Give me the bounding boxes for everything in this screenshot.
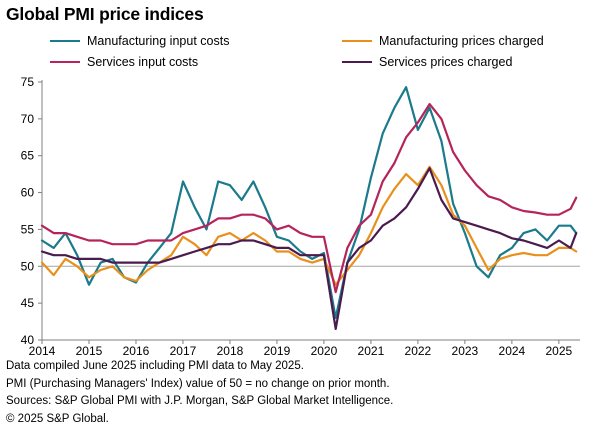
y-tick-label: 40 — [21, 333, 35, 347]
y-tick-label: 70 — [21, 112, 35, 126]
footnote-line: PMI (Purchasing Managers' Index) value o… — [6, 377, 390, 390]
x-tick-label: 2019 — [264, 344, 291, 358]
series-line-manufacturing-prices-charged — [40, 165, 578, 286]
x-tick-label: 2023 — [452, 344, 479, 358]
legend-item-manufacturing-input-costs: Manufacturing input costs — [50, 34, 229, 48]
y-tick-label: 50 — [21, 259, 35, 273]
x-tick-label: 2024 — [499, 344, 526, 358]
legend-swatch — [342, 40, 372, 42]
legend-item-services-input-costs: Services input costs — [50, 55, 198, 69]
x-tick-label: 2022 — [405, 344, 432, 358]
legend-label: Services input costs — [87, 55, 199, 69]
y-tick-label: 55 — [21, 222, 35, 236]
line-chart: 40 45 50 55 60 65 70 75 2014 2015 2016 2017 2018 2019… — [21, 75, 580, 358]
series-line-services-prices-charged — [40, 167, 578, 330]
y-tick-label: 75 — [21, 75, 35, 89]
legend-label: Services prices charged — [379, 55, 513, 69]
y-tick-label: 45 — [21, 296, 35, 310]
footnotes: Data compiled June 2025 including PMI da… — [6, 358, 393, 428]
legend-label: Manufacturing input costs — [87, 34, 230, 48]
legend-swatch — [50, 40, 80, 42]
x-tick-label: 2025 — [546, 344, 573, 358]
x-tick-label: 2014 — [29, 344, 56, 358]
legend-swatch — [50, 61, 80, 63]
chart-title: Global PMI price indices — [6, 4, 204, 24]
footnote-line: Data compiled June 2025 including PMI da… — [6, 360, 304, 372]
x-tick-label: 2017 — [170, 344, 197, 358]
legend-label: Manufacturing prices charged — [379, 34, 544, 48]
x-tick-label: 2018 — [217, 344, 244, 358]
series-line-manufacturing-input-costs — [40, 86, 578, 319]
x-tick-label: 2021 — [358, 344, 385, 358]
legend-swatch — [342, 61, 372, 63]
series-line-services-input-costs — [40, 103, 578, 294]
legend-item-services-prices-charged: Services prices charged — [342, 55, 512, 69]
legend-item-manufacturing-prices-charged: Manufacturing prices charged — [342, 34, 544, 48]
footnote-line: Sources: S&P Global PMI with J.P. Morgan… — [6, 395, 394, 407]
x-tick-label: 2020 — [311, 344, 338, 358]
footnote-line: © 2025 S&P Global. — [6, 412, 109, 425]
y-tick-label: 60 — [21, 186, 35, 200]
x-tick-label: 2016 — [123, 344, 150, 358]
x-tick-label: 2015 — [76, 344, 103, 358]
y-tick-label: 65 — [21, 149, 35, 163]
